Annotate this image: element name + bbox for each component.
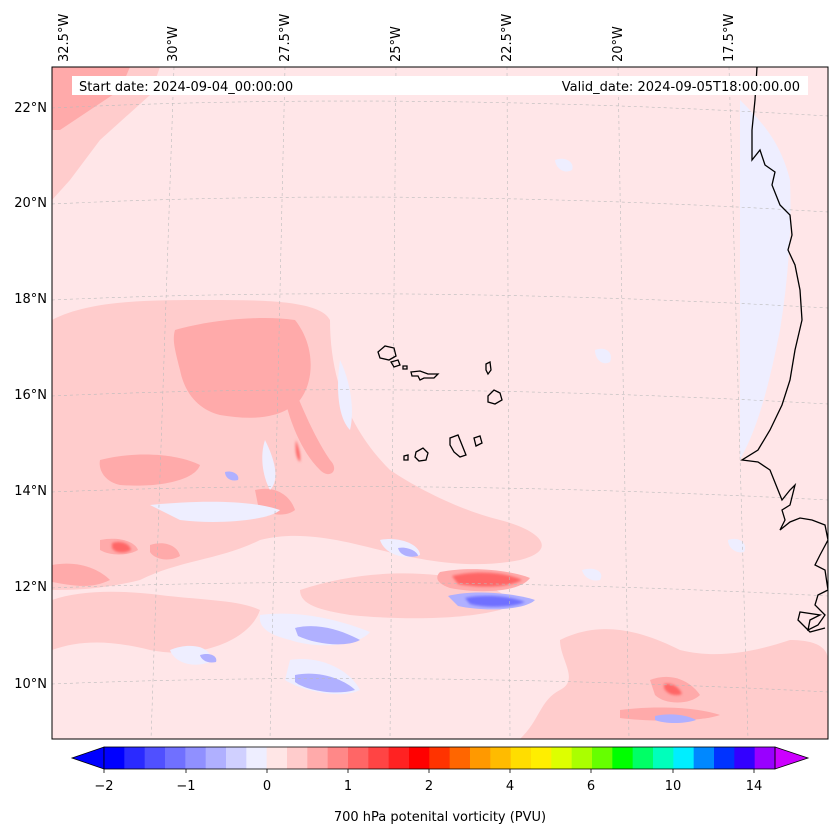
colorbar-bin (165, 747, 186, 769)
map-frame (51, 66, 829, 740)
colorbar-bin (673, 747, 695, 769)
island-brava (403, 454, 409, 461)
lat-label: 18°N (14, 292, 47, 307)
colorbar-bin (612, 747, 634, 769)
lat-axis-labels: 22°N 20°N 18°N 16°N 14°N 12°N 10°N (14, 101, 47, 692)
colorbar-extend-max (774, 746, 810, 770)
lat-label: 20°N (14, 196, 47, 211)
colorbar-bin (287, 747, 308, 769)
header-strip (72, 76, 808, 95)
colorbar-bin (226, 747, 247, 769)
colorbar-bin (307, 747, 329, 769)
colorbar-bin (205, 747, 227, 769)
colorbar-bin (266, 747, 288, 769)
colorbar-frame (103, 746, 776, 770)
colorbar-bin (754, 747, 776, 769)
colorbar-bin (632, 747, 654, 769)
colorbar-bin (714, 747, 735, 769)
colorbar-bin (571, 747, 593, 769)
lat-label: 16°N (14, 388, 47, 403)
colorbar-bin (185, 747, 207, 769)
colorbar-tick-label: 6 (587, 779, 595, 794)
island-santiago (449, 434, 467, 458)
colorbar-bin (510, 747, 532, 769)
colorbar-tick-label: −1 (176, 779, 195, 794)
lon-label: 22.5°W (500, 14, 515, 62)
africa-coastline (740, 67, 828, 633)
lon-label: 20°W (611, 26, 626, 62)
lat-label: 22°N (14, 101, 47, 116)
valid-date-label: Valid_date: 2024-09-05T18:00:00.00 (562, 80, 800, 95)
colorbar-bin (429, 747, 451, 769)
map-panel: Start date: 2024-09-04_00:00:00 Valid_da… (51, 66, 829, 740)
colorbar-bin (348, 747, 369, 769)
island-fogo (414, 447, 429, 462)
island-maio (473, 435, 483, 447)
lat-label: 14°N (14, 484, 47, 499)
island-boa-vista (487, 389, 503, 405)
island-sal (485, 361, 492, 376)
colorbar-bin (327, 747, 349, 769)
colorbar-tick-label: 4 (506, 779, 514, 794)
lon-label: 32.5°W (57, 14, 72, 62)
pv-contour-red (112, 440, 682, 696)
island-sao-vicente (390, 359, 401, 368)
lon-label: 30°W (166, 26, 181, 62)
colorbar-bin (104, 747, 125, 769)
island-santa-luzia (402, 365, 408, 370)
colorbar-label: 700 hPa potenital vorticity (PVU) (334, 810, 546, 825)
colorbar-bin (531, 747, 552, 769)
colorbar-bin (246, 747, 268, 769)
island-sao-nicolau (410, 370, 440, 381)
colorbar-bin (368, 747, 390, 769)
colorbar-tick-label: 2 (425, 779, 433, 794)
colorbar-ticks (103, 769, 755, 773)
colorbar-bin (551, 747, 573, 769)
colorbar-tick-label: 10 (665, 779, 682, 794)
pv-field (52, 67, 828, 739)
colorbar-bins (104, 747, 776, 769)
lon-label: 27.5°W (278, 14, 293, 62)
colorbar-bin (409, 747, 430, 769)
coastlines (377, 67, 828, 633)
colorbar-bin (388, 747, 410, 769)
colorbar: −2 −1 0 1 2 4 6 10 14 700 hPa potenital … (70, 746, 810, 825)
colorbar-bin (592, 747, 613, 769)
colorbar-bin (490, 747, 512, 769)
lat-label: 10°N (14, 677, 47, 692)
colorbar-bin (734, 747, 756, 769)
colorbar-extend-min (70, 746, 105, 770)
lon-label: 25°W (389, 26, 404, 62)
colorbar-tick-label: 14 (746, 779, 763, 794)
lat-label: 12°N (14, 580, 47, 595)
colorbar-bin (144, 747, 166, 769)
colorbar-tick-label: 1 (344, 779, 352, 794)
colorbar-tick-labels: −2 −1 0 1 2 4 6 10 14 (94, 779, 762, 794)
colorbar-bin (653, 747, 674, 769)
colorbar-bin (449, 747, 471, 769)
colorbar-bin (124, 747, 146, 769)
colorbar-bin (693, 747, 715, 769)
colorbar-tick-label: 0 (263, 779, 271, 794)
start-date-label: Start date: 2024-09-04_00:00:00 (79, 80, 293, 95)
pv-contour-dark-blue (465, 595, 525, 607)
island-santo-antao (377, 345, 397, 361)
colorbar-bin (470, 747, 491, 769)
lon-axis-labels: 32.5°W 30°W 27.5°W 25°W 22.5°W 20°W 17.5… (57, 14, 737, 62)
lon-label: 17.5°W (722, 14, 737, 62)
colorbar-tick-label: −2 (94, 779, 113, 794)
gridlines (52, 67, 828, 739)
